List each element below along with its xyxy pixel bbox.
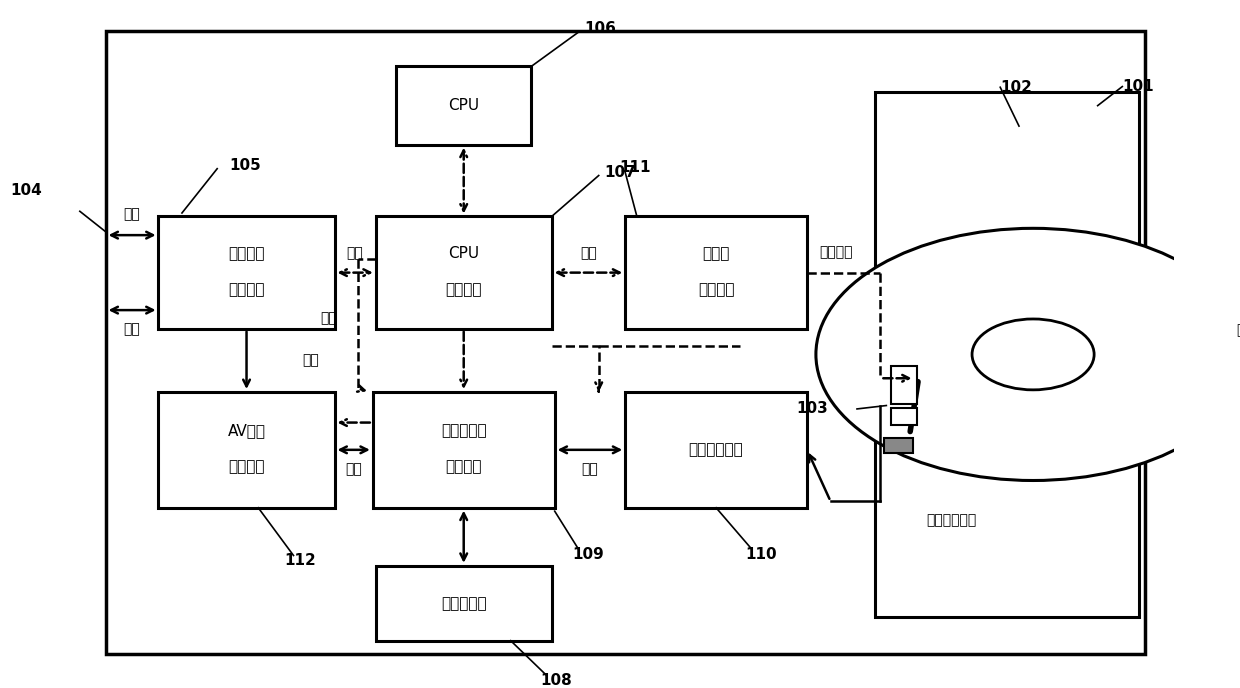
Text: 处理电路: 处理电路 [228,460,265,474]
Text: 缓冲存储器: 缓冲存储器 [441,423,486,438]
Bar [159,217,335,329]
Text: 数据: 数据 [582,462,598,476]
Text: AV数据: AV数据 [227,423,265,438]
Text: 缓冲存储器: 缓冲存储器 [441,596,486,611]
Text: 105: 105 [229,158,260,173]
Text: 信号处理电路: 信号处理电路 [688,442,744,458]
Text: 108: 108 [541,673,572,688]
Text: 110: 110 [745,546,777,561]
Text: 接口电路: 接口电路 [445,282,482,297]
Text: 接口电路: 接口电路 [228,282,265,297]
Text: 107: 107 [605,164,636,180]
Bar [892,407,916,424]
Text: 112: 112 [284,553,316,568]
Bar [376,566,552,641]
Text: 101: 101 [1122,79,1154,94]
Bar [892,366,916,404]
Bar [376,217,552,329]
Text: 102: 102 [1001,80,1032,95]
Text: 104: 104 [10,183,42,198]
Text: 命令: 命令 [580,246,596,261]
Bar [159,392,335,508]
Text: CPU: CPU [448,246,480,261]
Text: 数据: 数据 [303,354,320,367]
Bar [397,67,531,145]
Text: 控制电路: 控制电路 [445,460,482,474]
Bar [884,438,913,453]
Text: 记录重放信号: 记录重放信号 [926,513,976,528]
Text: 111: 111 [619,160,651,175]
Text: 命令: 命令 [320,312,337,325]
Text: 调节器: 调节器 [702,246,730,261]
Text: 数据: 数据 [124,322,140,336]
Circle shape [972,319,1094,390]
Text: CPU: CPU [448,98,480,113]
Text: 命令: 命令 [347,246,363,261]
Bar [625,217,807,329]
Text: 106: 106 [584,21,616,36]
Text: 103: 103 [796,401,827,416]
Text: 外部设备: 外部设备 [228,246,265,261]
Bar [625,392,807,508]
Text: 109: 109 [573,546,604,561]
Text: 驱动信号: 驱动信号 [820,245,853,259]
Bar [105,31,1145,654]
Bar [373,392,554,508]
Text: 命令: 命令 [124,208,140,222]
Text: 数据: 数据 [345,462,362,476]
Text: 驱动电路: 驱动电路 [698,282,734,297]
Text: 命令: 命令 [1236,323,1240,337]
Circle shape [816,228,1240,480]
Bar [874,92,1138,617]
